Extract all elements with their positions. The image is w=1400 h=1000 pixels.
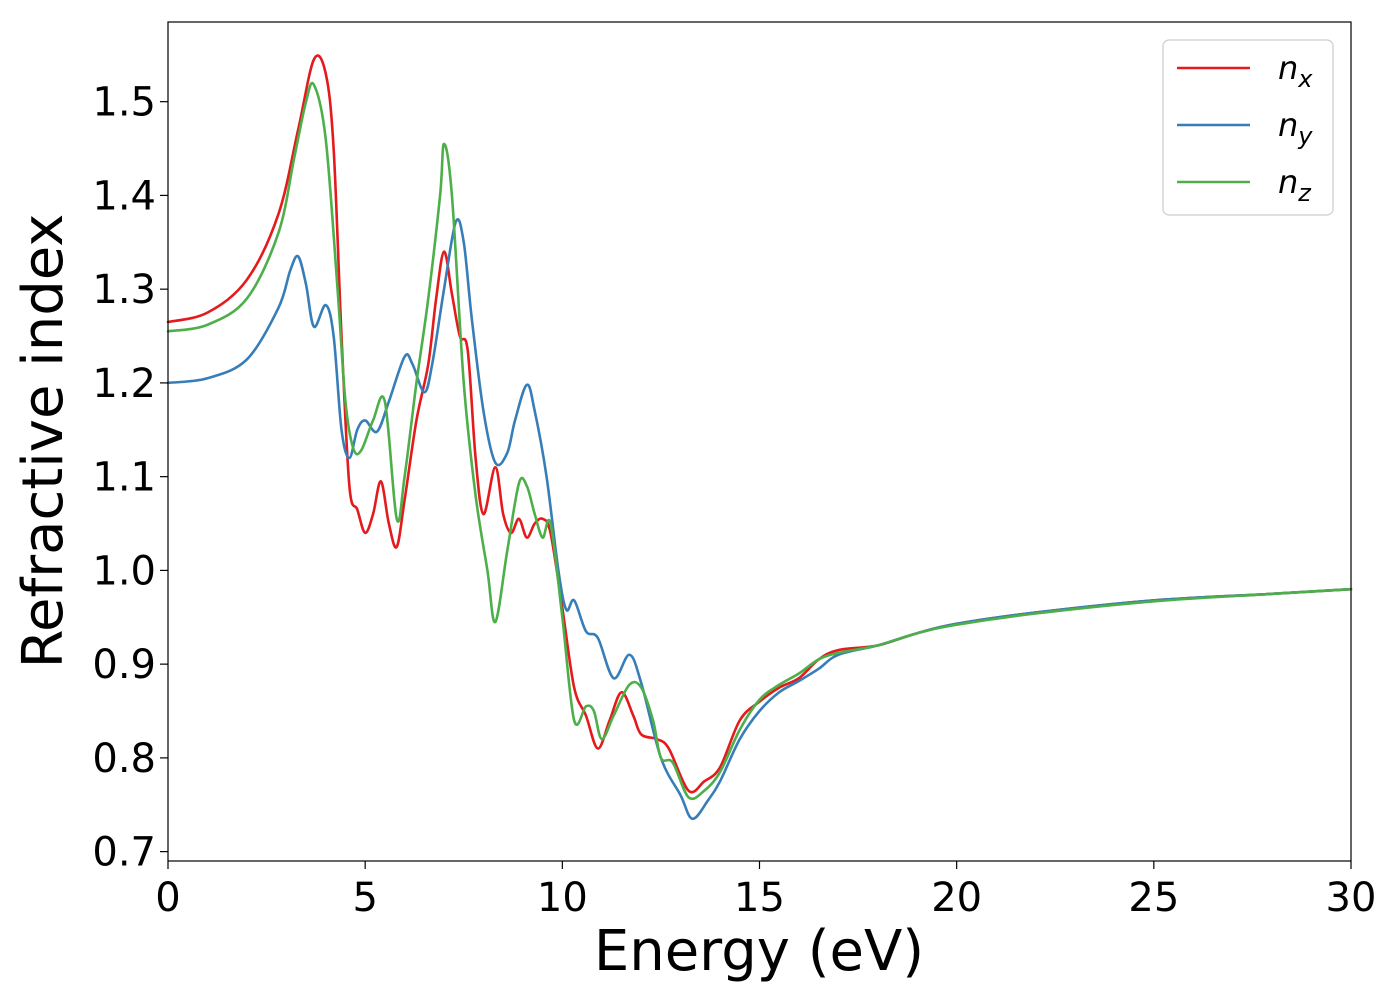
x-tick-label: 30 [1326, 875, 1377, 921]
y-axis-ticks: 0.7 0.8 0.9 1.0 1.1 1.2 1.3 1.4 1.5 [92, 80, 168, 876]
x-tick-label: 0 [155, 875, 180, 921]
x-tick-label: 20 [931, 875, 982, 921]
legend-label-n-z: nz [1278, 163, 1312, 207]
x-tick-label: 25 [1128, 875, 1179, 921]
y-tick-label: 0.8 [92, 736, 156, 782]
y-tick-label: 1.5 [92, 80, 156, 126]
x-tick-label: 5 [352, 875, 377, 921]
x-axis-ticks: 0 5 10 15 20 25 30 [155, 861, 1376, 921]
legend-box [1162, 39, 1334, 216]
y-tick-label: 1.3 [92, 267, 156, 313]
plot-lines [166, 54, 1353, 821]
legend-label-n-x: nx [1278, 49, 1313, 93]
x-tick-label: 15 [734, 875, 785, 921]
series-line-n-y [166, 218, 1353, 821]
y-tick-label: 1.0 [92, 548, 156, 594]
y-tick-label: 0.7 [92, 830, 156, 876]
legend: nx ny nz [1162, 39, 1334, 216]
y-tick-label: 1.2 [92, 361, 156, 407]
series-line-n-x [166, 54, 1353, 794]
series-line-n-z [166, 81, 1353, 801]
legend-label-n-y: ny [1278, 106, 1313, 150]
y-tick-label: 1.4 [92, 173, 156, 219]
y-tick-label: 1.1 [92, 455, 156, 501]
x-tick-label: 10 [537, 875, 588, 921]
x-axis-label: Energy (eV) [594, 919, 924, 984]
y-axis-label: Refractive index [11, 214, 76, 669]
y-tick-label: 0.9 [92, 642, 156, 688]
